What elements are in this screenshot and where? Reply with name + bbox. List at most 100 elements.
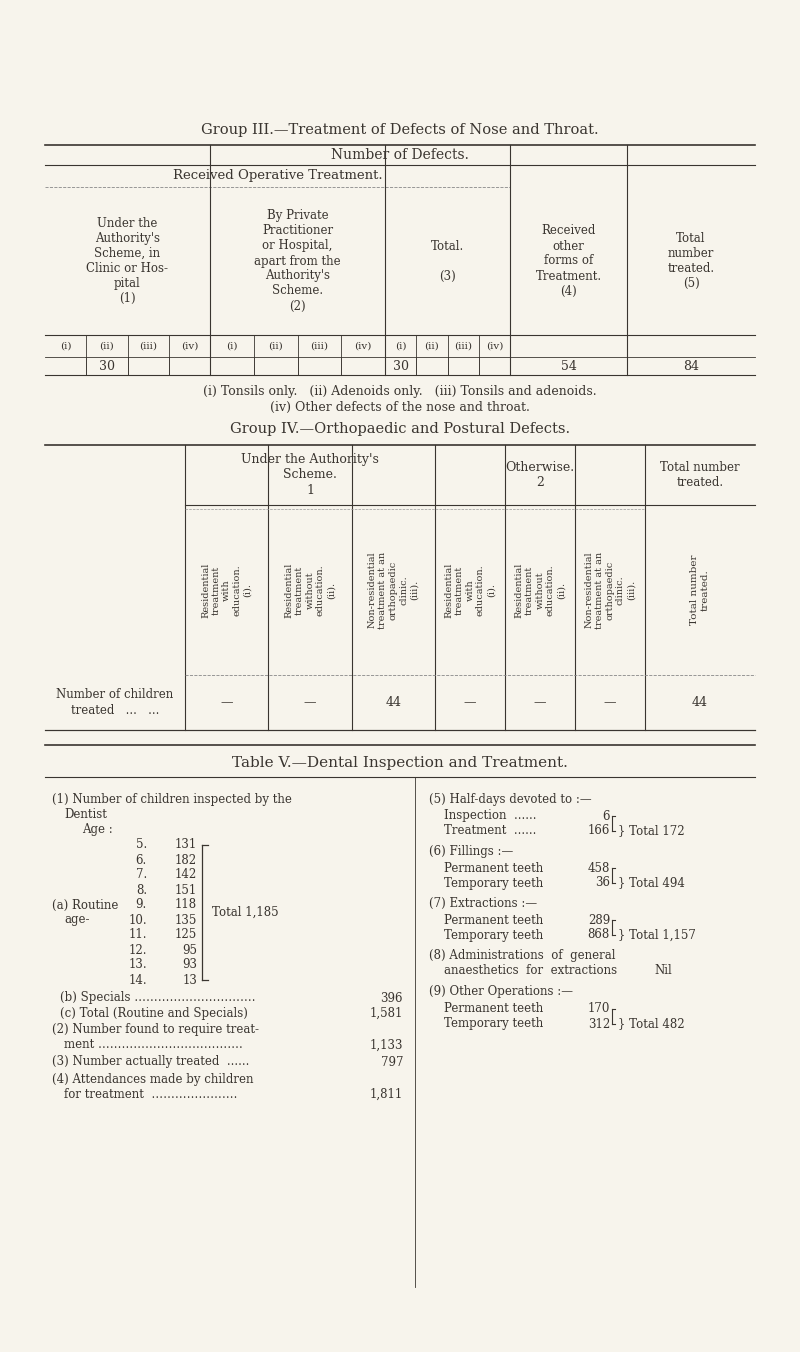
Text: Total.

(3): Total. (3) xyxy=(431,239,464,283)
Text: 1,581: 1,581 xyxy=(370,1006,403,1019)
Text: (8) Administrations  of  general: (8) Administrations of general xyxy=(429,949,615,961)
Text: Residential
treatment
without
education.
(ii).: Residential treatment without education.… xyxy=(514,562,566,618)
Text: 30: 30 xyxy=(393,360,409,373)
Text: Non-residential
treatment at an
orthopaedic
clinic.
(iii).: Non-residential treatment at an orthopae… xyxy=(585,552,635,629)
Text: (iv): (iv) xyxy=(181,342,198,350)
Text: (ii): (ii) xyxy=(268,342,283,350)
Text: 30: 30 xyxy=(99,360,115,373)
Text: } Total 1,157: } Total 1,157 xyxy=(618,929,696,941)
Text: (i): (i) xyxy=(395,342,406,350)
Text: 9.: 9. xyxy=(136,899,147,911)
Text: Total number
treated.: Total number treated. xyxy=(690,554,710,625)
Text: (7) Extractions :—: (7) Extractions :— xyxy=(429,896,537,910)
Text: 95: 95 xyxy=(182,944,197,956)
Text: (b) Specials ………………………….: (b) Specials …………………………. xyxy=(60,991,255,1005)
Text: 151: 151 xyxy=(174,883,197,896)
Text: (2) Number found to require treat-: (2) Number found to require treat- xyxy=(52,1023,259,1037)
Text: Temporary teeth: Temporary teeth xyxy=(444,929,543,941)
Text: —: — xyxy=(604,696,616,708)
Text: Under the Authority's
Scheme.
1: Under the Authority's Scheme. 1 xyxy=(241,453,379,496)
Text: 289: 289 xyxy=(588,914,610,926)
Text: Number of Defects.: Number of Defects. xyxy=(331,147,469,162)
Text: 54: 54 xyxy=(561,360,577,373)
Text: Nil: Nil xyxy=(654,964,672,976)
Text: (iv) Other defects of the nose and throat.: (iv) Other defects of the nose and throa… xyxy=(270,400,530,414)
Text: 6.: 6. xyxy=(136,853,147,867)
Text: (i) Tonsils only.   (ii) Adenoids only.   (iii) Tonsils and adenoids.: (i) Tonsils only. (ii) Adenoids only. (i… xyxy=(203,384,597,397)
Text: (c) Total (Routine and Specials): (c) Total (Routine and Specials) xyxy=(60,1006,248,1019)
Text: Dentist: Dentist xyxy=(64,807,107,821)
Text: (ii): (ii) xyxy=(99,342,114,350)
Text: Residential
treatment
with
education.
(i).: Residential treatment with education. (i… xyxy=(202,562,252,618)
Text: Number of children
treated   ...   ...: Number of children treated ... ... xyxy=(56,688,174,717)
Text: Residential
treatment
with
education.
(i).: Residential treatment with education. (i… xyxy=(445,562,495,618)
Text: 44: 44 xyxy=(692,696,708,708)
Text: ment ……………………………….: ment ………………………………. xyxy=(64,1038,242,1052)
Text: 93: 93 xyxy=(182,959,197,972)
Text: —: — xyxy=(464,696,476,708)
Text: age-: age- xyxy=(64,914,90,926)
Text: anaesthetics  for  extractions: anaesthetics for extractions xyxy=(444,964,617,976)
Text: } Total 482: } Total 482 xyxy=(618,1018,685,1030)
Text: 170: 170 xyxy=(588,1002,610,1015)
Text: Received
other
forms of
Treatment.
(4): Received other forms of Treatment. (4) xyxy=(535,224,602,297)
Text: Received Operative Treatment.: Received Operative Treatment. xyxy=(173,169,382,183)
Text: 1,133: 1,133 xyxy=(370,1038,403,1052)
Text: 12.: 12. xyxy=(129,944,147,956)
Text: Residential
treatment
without
education.
(ii).: Residential treatment without education.… xyxy=(285,562,335,618)
Text: 125: 125 xyxy=(174,929,197,941)
Text: Permanent teeth: Permanent teeth xyxy=(444,1002,543,1015)
Text: (iii): (iii) xyxy=(139,342,157,350)
Text: (iv): (iv) xyxy=(354,342,372,350)
Text: Temporary teeth: Temporary teeth xyxy=(444,1018,543,1030)
Text: —: — xyxy=(221,696,233,708)
Text: 8.: 8. xyxy=(136,883,147,896)
Text: Otherwise.
2: Otherwise. 2 xyxy=(506,461,574,489)
Text: 7.: 7. xyxy=(136,868,147,882)
Text: 11.: 11. xyxy=(129,929,147,941)
Text: (i): (i) xyxy=(226,342,238,350)
Text: (5) Half-days devoted to :—: (5) Half-days devoted to :— xyxy=(429,792,592,806)
Text: } Total 172: } Total 172 xyxy=(618,825,685,837)
Text: (ii): (ii) xyxy=(425,342,439,350)
Text: Treatment  ......: Treatment ...... xyxy=(444,825,536,837)
Text: —: — xyxy=(534,696,546,708)
Text: (iii): (iii) xyxy=(310,342,328,350)
Text: —: — xyxy=(304,696,316,708)
Text: 36: 36 xyxy=(595,876,610,890)
Text: 868: 868 xyxy=(588,929,610,941)
Text: for treatment  ………………….: for treatment …………………. xyxy=(64,1087,238,1101)
Text: 166: 166 xyxy=(588,825,610,837)
Text: 396: 396 xyxy=(381,991,403,1005)
Text: (4) Attendances made by children: (4) Attendances made by children xyxy=(52,1072,254,1086)
Text: 6: 6 xyxy=(602,810,610,822)
Text: Total 1,185: Total 1,185 xyxy=(212,906,278,919)
Text: 13.: 13. xyxy=(128,959,147,972)
Text: Total number
treated.: Total number treated. xyxy=(660,461,740,489)
Text: 182: 182 xyxy=(175,853,197,867)
Text: Table V.—Dental Inspection and Treatment.: Table V.—Dental Inspection and Treatment… xyxy=(232,756,568,771)
Text: 135: 135 xyxy=(174,914,197,926)
Text: } Total 494: } Total 494 xyxy=(618,876,685,890)
Text: 13: 13 xyxy=(182,973,197,987)
Text: Group III.—Treatment of Defects of Nose and Throat.: Group III.—Treatment of Defects of Nose … xyxy=(201,123,599,137)
Text: Group IV.—Orthopaedic and Postural Defects.: Group IV.—Orthopaedic and Postural Defec… xyxy=(230,422,570,435)
Text: Non-residential
treatment at an
orthopaedic
clinic.
(iii).: Non-residential treatment at an orthopae… xyxy=(368,552,418,629)
Text: 312: 312 xyxy=(588,1018,610,1030)
Text: Permanent teeth: Permanent teeth xyxy=(444,861,543,875)
Text: 118: 118 xyxy=(175,899,197,911)
Text: Temporary teeth: Temporary teeth xyxy=(444,876,543,890)
Text: (iii): (iii) xyxy=(454,342,472,350)
Text: 458: 458 xyxy=(588,861,610,875)
Text: 142: 142 xyxy=(174,868,197,882)
Text: (i): (i) xyxy=(60,342,71,350)
Text: (iv): (iv) xyxy=(486,342,503,350)
Text: 10.: 10. xyxy=(128,914,147,926)
Text: (6) Fillings :—: (6) Fillings :— xyxy=(429,845,514,857)
Text: 1,811: 1,811 xyxy=(370,1087,403,1101)
Text: (1) Number of children inspected by the: (1) Number of children inspected by the xyxy=(52,792,292,806)
Text: 14.: 14. xyxy=(128,973,147,987)
Text: 84: 84 xyxy=(683,360,699,373)
Text: (a) Routine: (a) Routine xyxy=(52,899,118,911)
Text: Age :: Age : xyxy=(82,823,113,837)
